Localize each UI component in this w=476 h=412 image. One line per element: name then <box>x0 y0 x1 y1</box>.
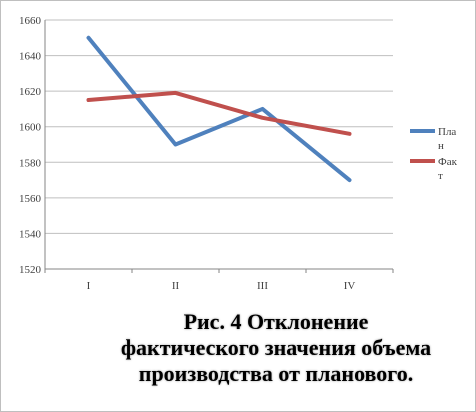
series-line-1 <box>86 35 352 183</box>
y-tick-label: 1520 <box>19 264 42 276</box>
caption-line-1: Рис. 4 Отклонение <box>183 309 369 334</box>
legend-label: т <box>438 170 443 182</box>
x-tick-label: IV <box>344 280 356 292</box>
figure-caption: Рис. 4 Отклонение фактического значения … <box>101 309 451 387</box>
caption-line-3: производства от планового. <box>138 361 414 386</box>
y-tick-label: 1640 <box>19 51 42 63</box>
legend-label: Пла <box>438 126 456 138</box>
y-tick-label: 1560 <box>19 193 42 205</box>
series-line-2 <box>86 90 352 136</box>
x-tick-label: I <box>87 280 91 292</box>
legend-label: Фак <box>438 156 458 168</box>
legend-label: н <box>438 140 444 152</box>
x-tick-label: III <box>257 280 268 292</box>
x-tick-label: II <box>172 280 180 292</box>
y-tick-label: 1600 <box>19 122 42 134</box>
y-tick-label: 1580 <box>19 157 42 169</box>
y-tick-label: 1540 <box>19 228 42 240</box>
y-tick-label: 1620 <box>19 86 42 98</box>
y-tick-label: 1660 <box>19 15 42 27</box>
caption-line-2: фактического значения объема <box>120 335 432 360</box>
